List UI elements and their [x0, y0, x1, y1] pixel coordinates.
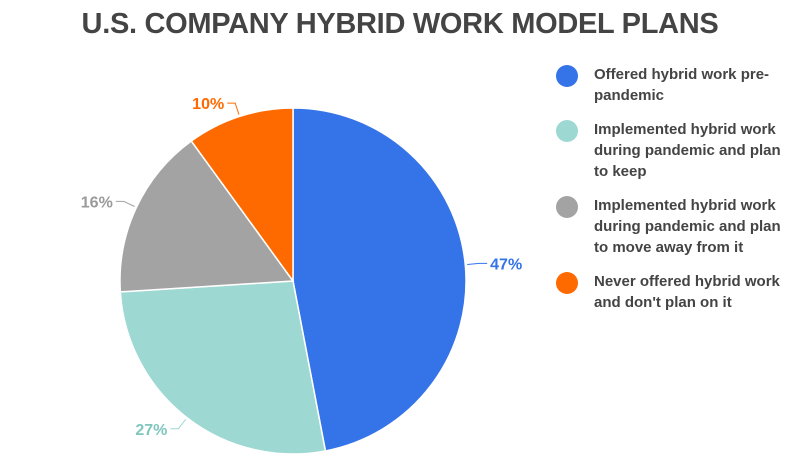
- legend-label: Offered hybrid work pre-pandemic: [594, 66, 770, 104]
- slice-offered-pre-pandemic: [292, 107, 467, 452]
- slice-implemented-keep: [119, 280, 327, 455]
- leader-line: [170, 418, 187, 430]
- legend-label: Implemented hybrid work during pandemic …: [594, 197, 781, 256]
- legend-item-implemented-move-away: Implemented hybrid work during pandemic …: [556, 195, 796, 258]
- legend-swatch: [556, 120, 578, 142]
- legend-label: Implemented hybrid work during pandemic …: [594, 121, 781, 180]
- legend-item-implemented-keep: Implemented hybrid work during pandemic …: [556, 119, 796, 182]
- leader-line: [115, 200, 135, 207]
- data-label: 16%: [81, 194, 113, 211]
- leader-line: [467, 262, 488, 266]
- legend-item-offered-pre-pandemic: Offered hybrid work pre-pandemic: [556, 64, 796, 106]
- slice-never-offered: [190, 107, 294, 284]
- leader-line: [227, 102, 240, 115]
- data-label: 10%: [192, 96, 224, 113]
- legend-item-never-offered: Never offered hybrid work and don't plan…: [556, 271, 796, 313]
- data-label: 27%: [135, 422, 167, 439]
- legend: Offered hybrid work pre-pandemic Impleme…: [556, 64, 796, 326]
- slice-implemented-move-away: [119, 139, 295, 293]
- legend-swatch: [556, 272, 578, 294]
- legend-label: Never offered hybrid work and don't plan…: [594, 273, 780, 311]
- chart-title: U.S. COMPANY HYBRID WORK MODEL PLANS: [81, 8, 719, 40]
- data-label: 47%: [490, 256, 522, 273]
- legend-swatch: [556, 196, 578, 218]
- legend-swatch: [556, 65, 578, 87]
